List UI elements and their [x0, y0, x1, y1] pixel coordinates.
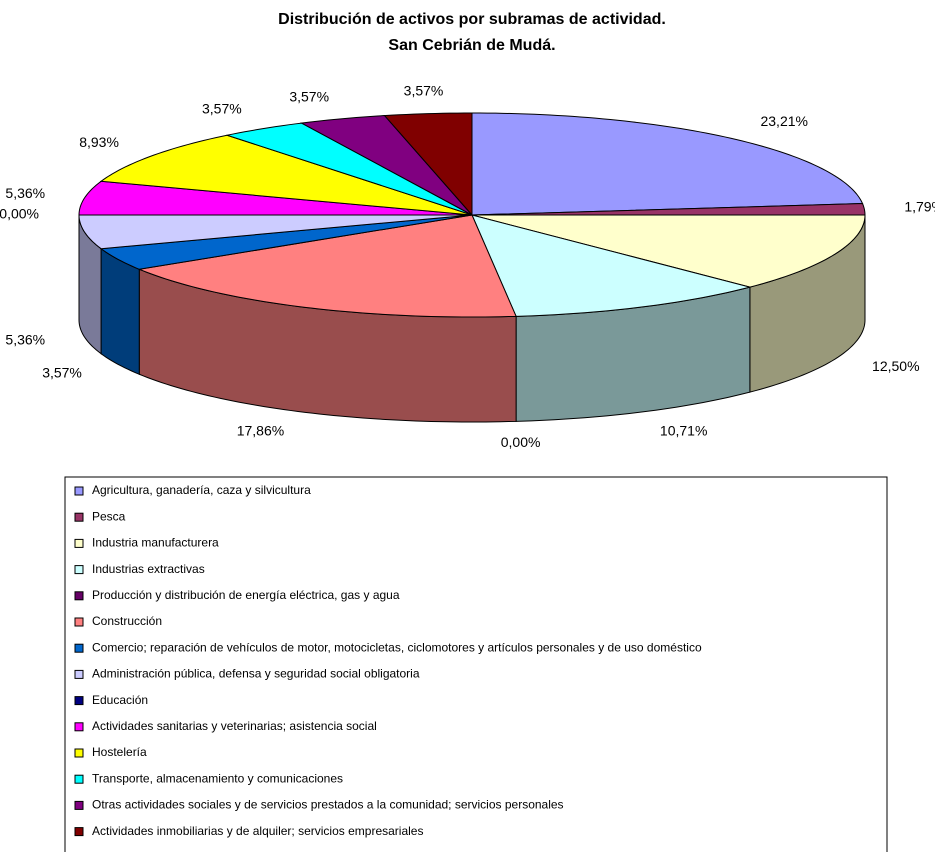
slice: [471, 214, 866, 288]
slice: [383, 112, 473, 217]
legend-swatch: [74, 669, 84, 679]
legend-label: Pesca: [92, 509, 126, 523]
legend-swatch: [74, 643, 84, 653]
chart-subtitle: San Cebrián de Mudá.: [388, 37, 555, 54]
legend-label: Producción y distribución de energía elé…: [92, 588, 400, 602]
slice: [225, 122, 473, 216]
legend-swatch: [74, 748, 84, 758]
legend-swatch: [74, 827, 84, 837]
legend-label: Industria manufacturera: [92, 536, 219, 550]
slice: [99, 134, 473, 216]
data-label: 5,36%: [5, 185, 45, 201]
legend-label: Industrias extractivas: [92, 562, 205, 576]
slice-side: [100, 247, 140, 376]
legend-label: Administración pública, defensa y seguri…: [92, 667, 420, 681]
legend-swatch: [74, 696, 84, 706]
slice: [471, 112, 864, 216]
slice: [471, 203, 866, 216]
data-label: 8,93%: [79, 134, 119, 150]
legend-box: [64, 476, 888, 852]
data-label: 0,00%: [501, 434, 541, 450]
legend-label: Comercio; reparación de vehículos de mot…: [92, 640, 702, 654]
legend-swatch: [74, 800, 84, 810]
legend-label: Construcción: [92, 614, 162, 628]
data-label: 23,21%: [760, 113, 807, 129]
slice: [78, 214, 473, 250]
legend-swatch: [74, 565, 84, 575]
data-label: 17,86%: [237, 422, 284, 438]
data-label: 0,00%: [0, 206, 39, 222]
slice: [471, 214, 751, 317]
data-label: 3,57%: [42, 365, 82, 381]
legend-label: Otras actividades sociales y de servicio…: [92, 798, 564, 812]
legend-swatch: [74, 512, 84, 522]
chart-title: Distribución de activos por subramas de …: [278, 11, 666, 28]
legend-swatch: [74, 591, 84, 601]
legend-label: Educación: [92, 693, 148, 707]
legend-label: Agricultura, ganadería, caza y silvicult…: [92, 483, 311, 497]
data-label: 12,50%: [872, 358, 919, 374]
slice: [137, 214, 517, 318]
data-label: 1,79%: [904, 199, 935, 215]
legend-label: Actividades inmobiliarias y de alquiler;…: [92, 824, 423, 838]
data-label: 10,71%: [660, 422, 707, 438]
slice: [299, 115, 473, 216]
legend-label: Actividades sanitarias y veterinarias; a…: [92, 719, 377, 733]
legend-swatch: [74, 486, 84, 496]
legend-swatch: [74, 774, 84, 784]
legend-swatch: [74, 617, 84, 627]
data-label: 3,57%: [404, 82, 444, 98]
slice: [99, 214, 473, 270]
data-label: 3,57%: [289, 89, 329, 105]
legend-swatch: [74, 722, 84, 732]
legend-swatch: [74, 538, 84, 548]
data-label: 3,57%: [202, 101, 242, 117]
data-label: 5,36%: [5, 331, 45, 347]
legend-label: Hostelería: [92, 745, 147, 759]
legend-label: Transporte, almacenamiento y comunicacio…: [92, 771, 343, 785]
